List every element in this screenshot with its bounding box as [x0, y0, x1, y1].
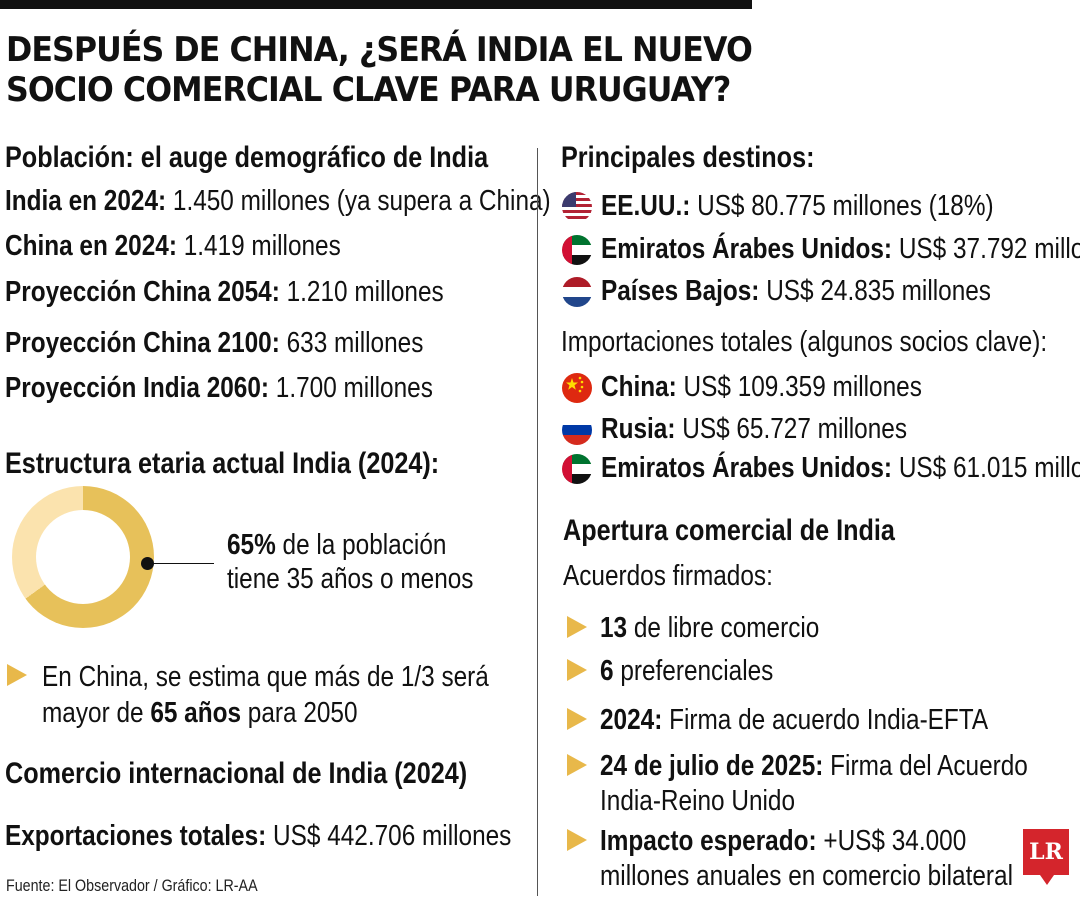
donut-caption-line-2: tiene 35 años o menos — [227, 563, 474, 595]
trade-opening-heading: Apertura comercial de India — [563, 514, 895, 547]
population-row: Proyección China 2054: 1.210 millones — [5, 275, 444, 309]
page-title: DESPUÉS DE CHINA, ¿SERÁ INDIA EL NUEVO S… — [6, 30, 992, 110]
destinations-heading: Principales destinos: — [561, 141, 815, 174]
trade-heading: Comercio internacional de India (2024) — [5, 757, 468, 790]
agreement-item-continued: India-Reino Unido — [600, 785, 796, 817]
agreement-item: 2024: Firma de acuerdo India-EFTA — [600, 704, 989, 736]
row-value: 1.700 millones — [269, 372, 433, 404]
row-label: Exportaciones totales: — [5, 820, 267, 852]
population-row: China en 2024: 1.419 millones — [5, 229, 341, 263]
title-line-2: SOCIO COMERCIAL CLAVE PARA URUGUAY? — [6, 70, 731, 110]
lr-logo: LR — [1023, 829, 1069, 875]
row-label: Proyección China 2100: — [5, 327, 280, 359]
usa-flag-icon — [562, 192, 592, 222]
row-value: 1.210 millones — [279, 276, 444, 308]
bullet-triangle-icon — [567, 829, 587, 851]
bullet-triangle-icon — [567, 754, 587, 776]
row-value: 1.450 millones (ya supera a China) — [166, 185, 551, 217]
donut-caption-line-1: 65% de la población — [227, 529, 447, 561]
row-label: Proyección India 2060: — [5, 372, 270, 404]
agreement-item: 24 de julio de 2025: Firma del Acuerdo — [600, 750, 1028, 782]
row-label: China en 2024: — [5, 230, 177, 262]
bullet-triangle-icon — [567, 616, 587, 638]
population-heading: Población: el auge demográfico de India — [5, 141, 489, 174]
china-note-line-1: En China, se estima que más de 1/3 será — [42, 661, 489, 693]
russia-flag-icon — [562, 415, 592, 445]
imports-heading: Importaciones totales (algunos socios cl… — [561, 326, 1048, 358]
source-note: Fuente: El Observador / Gráfico: LR-AA — [6, 876, 258, 895]
exports-row: Exportaciones totales: US$ 442.706 millo… — [5, 819, 511, 853]
uae-flag-icon — [562, 235, 592, 265]
population-row: Proyección India 2060: 1.700 millones — [5, 371, 433, 405]
row-value: 633 millones — [279, 327, 424, 359]
title-line-1: DESPUÉS DE CHINA, ¿SERÁ INDIA EL NUEVO — [6, 30, 753, 70]
bullet-triangle-icon — [567, 659, 587, 681]
agreement-item: 13 de libre comercio — [600, 612, 820, 644]
donut-percent: 65% — [227, 529, 276, 561]
agreement-item: Impacto esperado: +US$ 34.000 — [600, 825, 967, 857]
netherlands-flag-icon — [562, 277, 592, 307]
agreements-heading: Acuerdos firmados: — [563, 560, 773, 592]
age-donut-chart — [12, 486, 154, 628]
china-note-line-2: mayor de 65 años para 2050 — [42, 697, 358, 729]
row-value: 1.419 millones — [176, 230, 341, 262]
destination-row: Países Bajos: US$ 24.835 millones — [601, 275, 991, 307]
population-row: Proyección China 2100: 633 millones — [5, 326, 423, 360]
row-label: India en 2024: — [5, 185, 167, 217]
population-row: India en 2024: 1.450 millones (ya supera… — [5, 184, 551, 218]
agreement-item: 6 preferenciales — [600, 655, 774, 687]
donut-pointer-line — [152, 563, 214, 564]
import-row: China: US$ 109.359 millones — [601, 371, 922, 403]
china-flag-icon — [562, 373, 592, 403]
agreement-item-continued: millones anuales en comercio bilateral — [600, 860, 1013, 892]
uae-flag-icon — [562, 454, 592, 484]
bullet-triangle-icon — [7, 664, 27, 686]
column-divider — [537, 148, 538, 896]
age-structure-heading: Estructura etaria actual India (2024): — [5, 447, 440, 480]
top-rule — [0, 0, 752, 9]
destination-row: Emiratos Árabes Unidos: US$ 37.792 millo… — [601, 233, 1080, 265]
destination-row: EE.UU.: US$ 80.775 millones (18%) — [601, 190, 994, 222]
import-row: Rusia: US$ 65.727 millones — [601, 413, 908, 445]
row-value: US$ 442.706 millones — [266, 820, 512, 852]
donut-pointer-dot — [141, 557, 154, 570]
import-row: Emiratos Árabes Unidos: US$ 61.015 millo… — [601, 452, 1080, 484]
row-label: Proyección China 2054: — [5, 276, 280, 308]
bullet-triangle-icon — [567, 708, 587, 730]
lr-logo-tail — [1040, 875, 1054, 885]
